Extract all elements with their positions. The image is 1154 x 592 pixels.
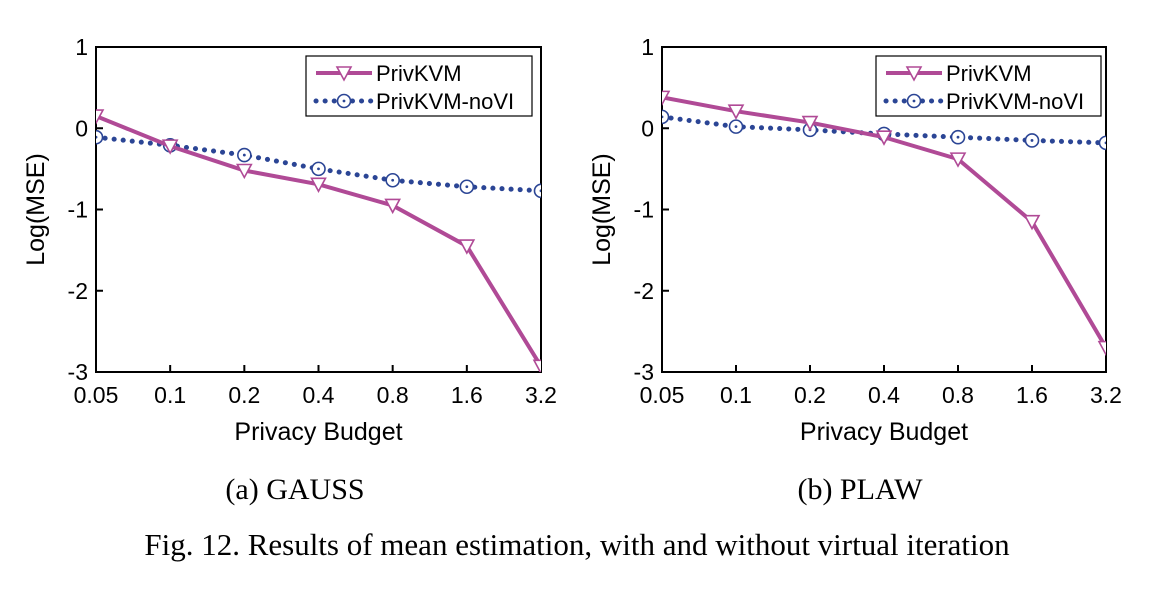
data-point-circle-center: [96, 135, 98, 139]
y-tick-label: 0: [75, 115, 88, 141]
y-tick-label: -1: [68, 197, 88, 223]
x-tick-label: 0.05: [74, 382, 119, 408]
sub-caption: (a) GAUSS: [225, 473, 364, 506]
data-point-circle-center: [662, 115, 664, 119]
figure-caption: Fig. 12. Results of mean estimation, wit…: [144, 527, 1010, 562]
series-line-privkvm: [96, 114, 541, 368]
y-tick-label: -3: [68, 359, 88, 385]
x-tick-label: 0.8: [942, 382, 974, 408]
data-point-triangle: [161, 139, 179, 155]
data-point-circle-center: [734, 125, 738, 129]
x-axis-label: Privacy Budget: [800, 418, 968, 446]
data-point-triangle: [875, 130, 893, 146]
data-point-circle: [662, 109, 670, 125]
plot-area: [662, 90, 1106, 357]
plot-area: [96, 109, 541, 372]
data-point-triangle: [310, 177, 327, 193]
data-point-circle-center: [317, 167, 320, 171]
data-point-circle-center: [539, 189, 541, 193]
x-tick-label: 0.1: [154, 382, 186, 408]
x-tick-label: 0.4: [303, 382, 335, 408]
data-point-triangle: [1023, 214, 1041, 231]
y-tick-label: -2: [634, 278, 654, 304]
y-tick-label: 1: [75, 34, 88, 60]
x-tick-label: 0.05: [640, 382, 685, 408]
x-tick-label: 0.1: [720, 382, 752, 408]
x-tick-label: 1.6: [1016, 382, 1048, 408]
y-tick-label: 0: [641, 115, 654, 141]
chart-panel-plaw: 0.05 0.1 0.2 0.4 0.8 1.6 3.2 1 0 -1 -2 -3 Privacy Bu…: [588, 34, 1122, 506]
legend-label: PrivKVM: [376, 61, 462, 86]
data-point-triangle: [458, 239, 476, 255]
data-point-triangle: [335, 66, 353, 82]
data-point-triangle: [1097, 340, 1106, 357]
chart-panel-gauss: 0.05 0.1 0.2 0.4 0.8 1.6 3.2 1 0 -1 -2 -3 Privacy Bu…: [22, 34, 557, 506]
x-tick-label: 0.4: [868, 382, 900, 408]
data-point-triangle: [801, 115, 819, 132]
x-tick-label: 0.8: [377, 382, 409, 408]
legend-label: PrivKVM: [946, 61, 1032, 86]
y-tick-label: 1: [641, 34, 654, 60]
y-axis-label: Log(MSE): [588, 153, 616, 266]
data-point-triangle: [384, 198, 402, 215]
x-axis-label: Privacy Budget: [234, 418, 402, 446]
data-point-triangle: [662, 90, 671, 107]
x-tick-label: 0.2: [228, 382, 260, 408]
x-tick-label: 3.2: [525, 382, 557, 408]
legend: PrivKVM PrivKVM-noVI: [875, 55, 1102, 117]
y-tick-label: -3: [634, 359, 654, 385]
data-point-circle: [533, 183, 541, 199]
data-point-circle-center: [1104, 141, 1106, 145]
data-point-triangle: [96, 109, 105, 125]
x-tick-label: 0.2: [794, 382, 826, 408]
data-point-circle-center: [465, 185, 469, 189]
data-point-triangle: [727, 104, 745, 120]
y-tick-label: -1: [634, 197, 654, 223]
data-point-triangle: [235, 163, 253, 180]
data-point-circle-center: [956, 135, 960, 139]
data-point-triangle: [949, 152, 967, 168]
data-point-circle-center: [242, 153, 246, 157]
legend-label: PrivKVM-noVI: [376, 89, 514, 114]
data-point-triangle: [905, 66, 923, 82]
data-point-circle-center: [342, 99, 346, 103]
x-tick-label: 3.2: [1090, 382, 1122, 408]
data-point-circle-center: [391, 178, 395, 182]
data-point-triangle: [532, 359, 541, 372]
y-tick-label: -2: [68, 278, 88, 304]
data-point-circle-center: [912, 99, 916, 103]
legend: PrivKVM PrivKVM-noVI: [305, 55, 533, 117]
legend-label: PrivKVM-noVI: [946, 89, 1084, 114]
sub-caption: (b) PLAW: [797, 473, 923, 506]
data-point-circle: [1098, 135, 1106, 151]
y-axis-label: Log(MSE): [22, 153, 50, 266]
data-point-circle-center: [1030, 139, 1034, 142]
x-tick-label: 1.6: [451, 382, 483, 408]
data-point-circle: [96, 129, 104, 145]
